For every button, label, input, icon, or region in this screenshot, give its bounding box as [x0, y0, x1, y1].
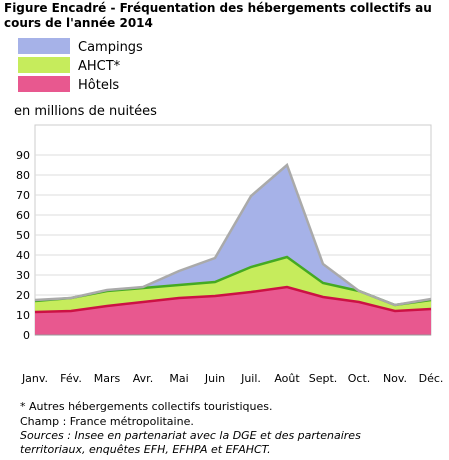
- y-tick-label: 80: [16, 169, 30, 182]
- legend-swatch: [18, 38, 70, 54]
- x-tick-label: Mars: [94, 372, 121, 385]
- y-tick-label: 50: [16, 229, 30, 242]
- x-tick-label: Août: [274, 372, 300, 385]
- source: Sources : Insee en partenariat avec la D…: [20, 429, 361, 442]
- x-tick-label: Fév.: [60, 372, 82, 385]
- y-tick-label: 60: [16, 209, 30, 222]
- legend-swatch: [18, 76, 70, 92]
- y-tick-label: 0: [23, 329, 30, 342]
- y-tick-label: 40: [16, 249, 30, 262]
- y-tick-label: 90: [16, 149, 30, 162]
- x-tick-label: Mai: [169, 372, 188, 385]
- x-tick-label: Juil.: [240, 372, 261, 385]
- x-tick-label: Nov.: [383, 372, 407, 385]
- series-line: [34, 162, 432, 307]
- y-tick-label: 30: [16, 269, 30, 282]
- x-tick-label: Sept.: [309, 372, 338, 385]
- legend-label: Hôtels: [78, 78, 119, 93]
- x-tick-label: Avr.: [133, 372, 153, 385]
- area: [35, 165, 431, 305]
- source: territoriaux, enquêtes EFH, EFHPA et EFA…: [20, 443, 271, 456]
- x-tick-label: Juin: [204, 372, 225, 385]
- note: * Autres hébergements collectifs tourist…: [20, 400, 272, 413]
- note: Champ : France métropolitaine.: [20, 415, 194, 428]
- y-tick-label: 10: [16, 309, 30, 322]
- legend-swatch: [18, 57, 70, 73]
- y-tick-label: 70: [16, 189, 30, 202]
- chart-title: Figure Encadré - Fréquentation des héber…: [4, 1, 432, 15]
- x-tick-label: Janv.: [21, 372, 48, 385]
- legend-label: AHCT*: [78, 59, 121, 74]
- x-tick-label: Déc.: [419, 372, 444, 385]
- chart-title: cours de l'année 2014: [4, 16, 153, 30]
- legend-label: Campings: [78, 40, 143, 55]
- x-tick-label: Oct.: [348, 372, 371, 385]
- y-tick-label: 20: [16, 289, 30, 302]
- series-line: [34, 285, 432, 314]
- y-axis-label: en millions de nuitées: [14, 104, 157, 119]
